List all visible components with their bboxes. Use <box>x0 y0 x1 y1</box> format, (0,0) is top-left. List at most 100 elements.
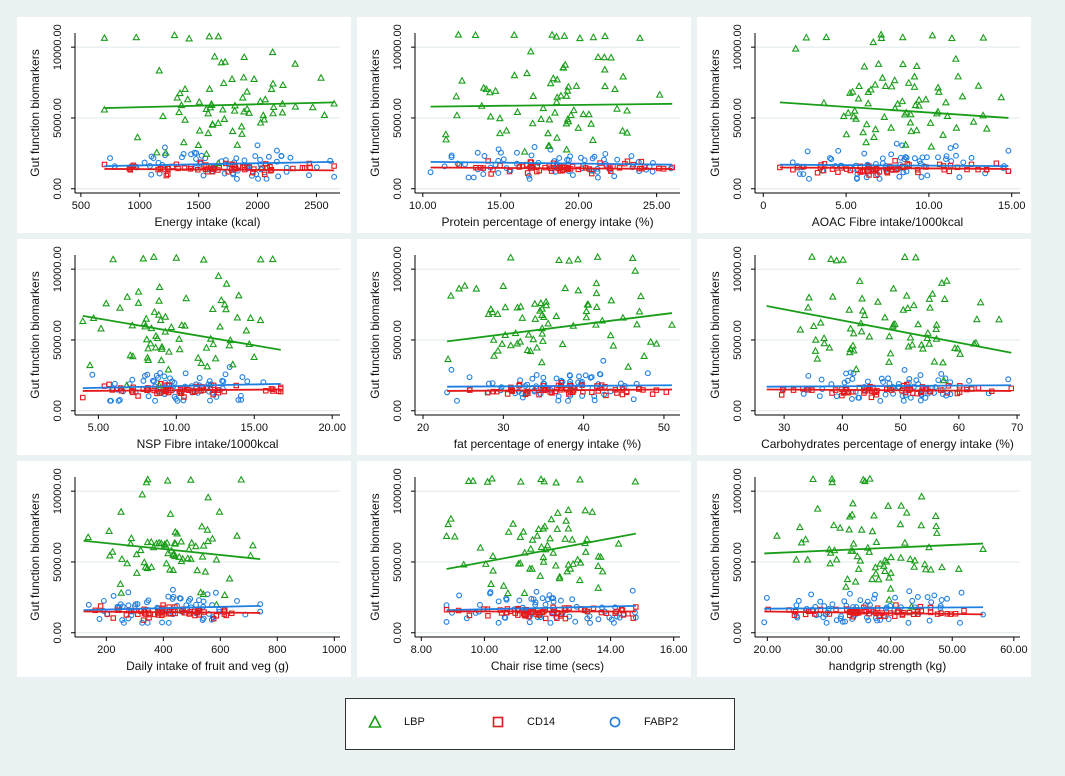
chart-legend: LBP CD14 FABP2 <box>345 698 735 750</box>
fit-line-fabp2 <box>446 604 636 611</box>
scatter-point-lbp <box>155 296 164 304</box>
scatter-point-fabp2 <box>823 619 830 626</box>
scatter-point-lbp <box>850 106 859 114</box>
scatter-point-lbp <box>865 332 874 340</box>
scatter-point-lbp <box>925 294 934 302</box>
scatter-point-lbp <box>526 347 535 355</box>
scatter-point-lbp <box>896 520 905 528</box>
y-tick-label: 0.00 <box>732 622 744 643</box>
scatter-point-lbp <box>865 474 874 482</box>
scatter-point-fabp2 <box>533 588 540 595</box>
scatter-point-fabp2 <box>448 366 455 373</box>
scatter-point-fabp2 <box>896 173 903 180</box>
scatter-point-lbp <box>502 126 511 134</box>
scatter-point-fabp2 <box>161 373 168 380</box>
scatter-point-lbp <box>452 92 461 100</box>
scatter-point-lbp <box>537 475 545 483</box>
scatter-point-lbp <box>194 140 203 149</box>
scatter-point-lbp <box>552 32 561 40</box>
scatter-point-cd14 <box>865 168 871 175</box>
scatter-point-lbp <box>951 54 960 62</box>
y-axis-label: Gut function biomarkers <box>28 271 42 398</box>
scatter-point-lbp <box>880 313 889 321</box>
scatter-point-lbp <box>278 108 287 116</box>
scatter-point-lbp <box>529 335 538 343</box>
scatter-point-cd14 <box>884 170 891 176</box>
scatter-point-lbp <box>976 298 985 306</box>
scatter-point-fabp2 <box>1005 376 1012 383</box>
scatter-point-fabp2 <box>182 370 189 377</box>
scatter-point-lbp <box>170 539 179 547</box>
scatter-point-lbp <box>488 474 496 482</box>
scatter-point-fabp2 <box>167 375 173 382</box>
scatter-point-lbp <box>561 284 570 292</box>
scatter-point-fabp2 <box>255 175 261 182</box>
scatter-point-fabp2 <box>833 393 840 400</box>
scatter-point-lbp <box>613 104 621 112</box>
scatter-point-lbp <box>488 551 497 559</box>
scatter-point-fabp2 <box>100 597 107 604</box>
scatter-point-lbp <box>926 303 934 311</box>
scatter-point-fabp2 <box>481 153 488 159</box>
y-tick-label: 5000.00 <box>732 320 744 360</box>
scatter-point-lbp <box>566 564 575 572</box>
scatter-point-cd14 <box>558 380 564 386</box>
scatter-point-lbp <box>912 126 921 134</box>
scatter-point-fabp2 <box>848 395 855 402</box>
x-tick-label: 5.00 <box>835 200 856 212</box>
scatter-point-lbp <box>997 93 1006 101</box>
scatter-point-lbp <box>623 106 631 114</box>
scatter-point-lbp <box>225 574 234 582</box>
scatter-point-lbp <box>901 140 910 148</box>
y-axis-label: Gut function biomarkers <box>708 271 722 398</box>
scatter-point-lbp <box>100 33 109 41</box>
scatter-point-lbp <box>105 526 114 534</box>
scatter-point-cd14 <box>110 615 117 621</box>
scatter-point-lbp <box>920 560 929 568</box>
scatter-point-fabp2 <box>150 377 156 384</box>
scatter-point-fabp2 <box>526 619 533 626</box>
y-tick-label: 10000.00 <box>52 24 64 70</box>
scatter-point-lbp <box>245 108 254 116</box>
scatter-point-lbp <box>906 555 915 563</box>
scatter-point-lbp <box>932 528 941 536</box>
scatter-point-lbp <box>937 278 946 286</box>
scatter-point-fabp2 <box>180 150 187 157</box>
scatter-point-lbp <box>848 510 857 518</box>
scatter-point-cd14 <box>821 161 828 167</box>
scatter-point-lbp <box>886 568 895 576</box>
scatter-point-lbp <box>886 584 895 592</box>
scatter-point-lbp <box>576 475 584 483</box>
scatter-point-fabp2 <box>885 375 891 382</box>
scatter-point-fabp2 <box>547 619 554 626</box>
scatter-point-cd14 <box>166 604 172 610</box>
scatter-point-lbp <box>880 566 889 574</box>
scatter-point-lbp <box>269 102 278 110</box>
scatter-point-lbp <box>185 34 194 42</box>
scatter-point-lbp <box>132 568 141 576</box>
scatter-point-lbp <box>204 493 213 501</box>
scatter-point-lbp <box>149 252 158 260</box>
scatter-point-lbp <box>523 345 532 354</box>
scatter-point-cd14 <box>814 170 821 176</box>
scatter-point-lbp <box>572 81 581 89</box>
scatter-point-fabp2 <box>196 375 203 381</box>
scatter-point-lbp <box>900 252 909 260</box>
scatter-point-cd14 <box>941 166 947 173</box>
scatter-point-fabp2 <box>842 618 849 625</box>
scatter-point-lbp <box>893 99 902 107</box>
scatter-point-fabp2 <box>265 153 272 160</box>
x-axis-label: Energy intake (kcal) <box>154 215 260 229</box>
scatter-point-fabp2 <box>943 153 950 160</box>
scatter-point-lbp <box>493 309 502 317</box>
scatter-point-lbp <box>237 475 246 483</box>
scatter-point-lbp <box>161 312 170 320</box>
scatter-point-fabp2 <box>145 393 152 400</box>
x-tick-label: 40.00 <box>877 644 905 656</box>
scatter-point-lbp <box>501 303 510 311</box>
scatter-point-fabp2 <box>864 598 871 605</box>
scatter-point-lbp <box>537 114 545 123</box>
scatter-point-lbp <box>163 476 172 484</box>
scatter-point-lbp <box>233 531 241 539</box>
scatter-point-lbp <box>256 255 265 263</box>
